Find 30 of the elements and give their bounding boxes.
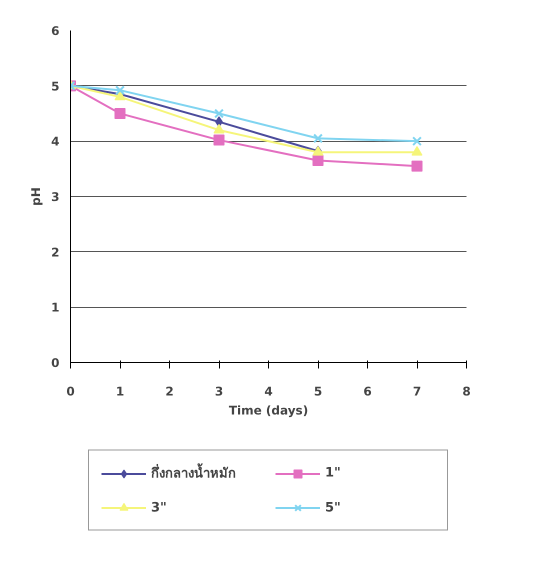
x-tick-label: 3 xyxy=(214,384,224,398)
legend-label: 5" xyxy=(325,500,342,515)
x-tick-label: 6 xyxy=(363,384,372,398)
y-tick-label: 4 xyxy=(51,134,60,149)
y-tick-label: 2 xyxy=(51,245,60,260)
x-tick-label: 8 xyxy=(462,384,471,398)
y-tick-label: 0 xyxy=(51,356,60,370)
y-tick-label: 5 xyxy=(51,79,60,94)
y-tick-label: 1 xyxy=(51,300,60,315)
x-tick-label: 0 xyxy=(66,384,75,398)
x-tick-label: 2 xyxy=(165,384,174,398)
point xyxy=(115,85,125,96)
point xyxy=(214,134,224,146)
y-tick-label: 6 xyxy=(51,24,60,38)
x-tick-label: 5 xyxy=(314,384,322,398)
legend-label: กึ่งกลางน้ำหมัก xyxy=(151,462,237,484)
point xyxy=(312,155,324,166)
point xyxy=(412,160,422,172)
legend-label: 3" xyxy=(151,500,168,515)
y-axis-title: pH xyxy=(29,187,44,206)
x-tick-label: 4 xyxy=(264,384,273,398)
x-tick-label: 1 xyxy=(116,384,124,398)
legend-label: 1" xyxy=(325,466,342,480)
x-tick-label: 7 xyxy=(412,384,422,398)
point xyxy=(114,108,126,119)
point xyxy=(214,108,224,118)
x-axis-title: Time (days) xyxy=(228,404,308,418)
point xyxy=(412,136,422,146)
point xyxy=(313,134,323,144)
y-tick-label: 3 xyxy=(51,190,60,204)
